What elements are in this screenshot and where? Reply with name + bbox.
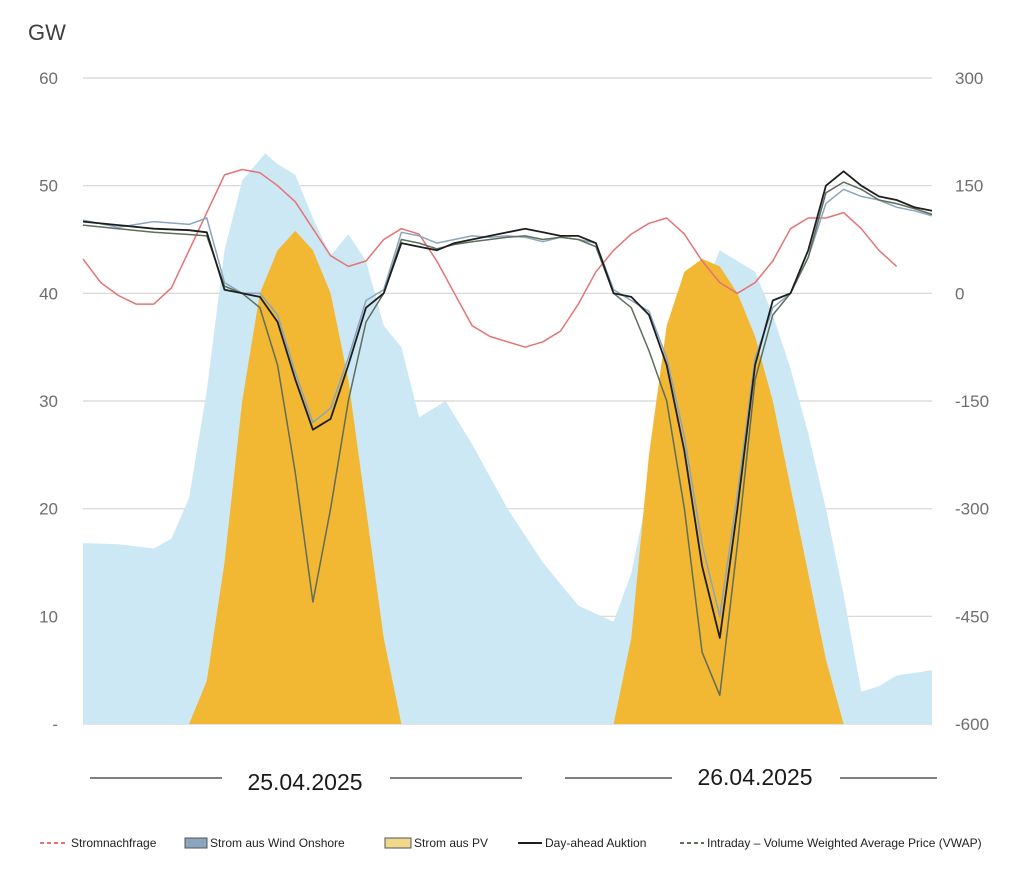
legend-swatch — [184, 837, 208, 849]
legend-item: Strom aus Wind Onshore — [184, 836, 345, 850]
legend-item: Day-ahead Auktion — [518, 836, 646, 850]
legend-item: Stromnachfrage — [40, 836, 157, 850]
vwap-line — [82, 181, 933, 697]
legend-swatch — [384, 837, 412, 849]
date-label: 26.04.2025 — [697, 764, 812, 790]
right-tick-label: 300 — [955, 69, 983, 88]
legend-label: Stromnachfrage — [71, 836, 157, 850]
left-axis-unit: GW — [28, 20, 66, 45]
legend-label: Day-ahead Auktion — [545, 836, 646, 850]
left-tick-label: 50 — [39, 177, 58, 196]
left-tick-label: 40 — [39, 284, 58, 303]
day-ahead-line — [82, 170, 933, 639]
legend-item: Strom aus PV — [384, 836, 488, 850]
legend-label: Strom aus Wind Onshore — [210, 836, 345, 850]
left-tick-label: 30 — [39, 392, 58, 411]
right-tick-label: 0 — [955, 284, 964, 303]
demand-line — [82, 168, 898, 348]
right-tick-label: -450 — [955, 607, 989, 626]
area-layer — [83, 153, 932, 724]
left-tick-label: 20 — [39, 500, 58, 519]
legend: Stromnachfrage Strom aus Wind Onshore Stro… — [40, 836, 982, 850]
legend-label: Intraday – Volume Weighted Average Price… — [707, 836, 982, 850]
legend-label: Strom aus PV — [414, 836, 488, 850]
right-tick-label: 150 — [955, 177, 983, 196]
line-layer — [82, 168, 933, 697]
right-tick-label: -150 — [955, 392, 989, 411]
left-tick-label: - — [52, 715, 58, 734]
left-tick-label: 10 — [39, 607, 58, 626]
right-tick-label: -600 — [955, 715, 989, 734]
pv-area — [189, 230, 844, 724]
date-label: 25.04.2025 — [247, 769, 362, 795]
date-layer: 25.04.2025 26.04.2025 — [90, 764, 937, 795]
legend-item: Intraday – Volume Weighted Average Price… — [680, 836, 982, 850]
left-tick-label: 60 — [39, 69, 58, 88]
right-tick-label: -300 — [955, 500, 989, 519]
